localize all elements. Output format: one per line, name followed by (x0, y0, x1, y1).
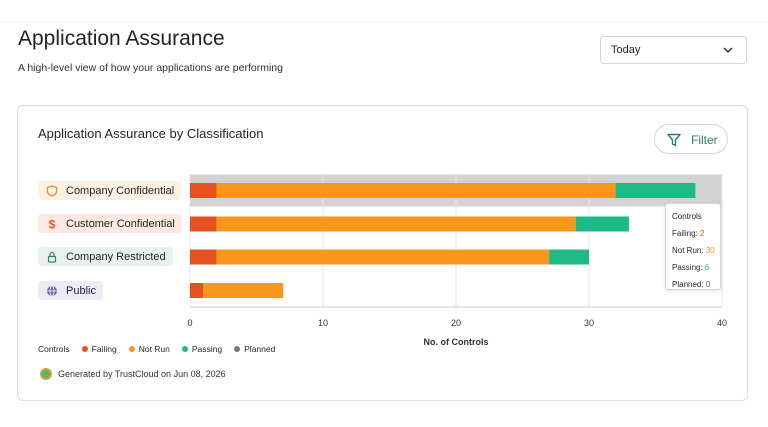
globe-icon (46, 285, 58, 297)
bar-not-run (216, 183, 616, 198)
trustcloud-logo-icon (40, 368, 52, 380)
tooltip-title: Controls (672, 212, 702, 221)
funnel-icon (667, 133, 681, 150)
bar-not-run (216, 249, 550, 265)
bar-passing (615, 183, 696, 198)
x-tick-label: 40 (717, 318, 727, 328)
date-range-value: Today (611, 44, 641, 56)
category-text: Company Restricted (66, 250, 166, 263)
legend-item-not-run[interactable]: Not Run (128, 344, 170, 354)
chart-legend: Controls Failing Not Run Passing Planned (38, 344, 275, 354)
generated-text: Generated by TrustCloud on Jun 08, 2026 (58, 369, 226, 379)
legend-dot (128, 346, 135, 352)
x-tick-label: 20 (451, 318, 461, 328)
category-label-company-restricted[interactable]: Company Restricted (38, 247, 173, 266)
legend-title: Controls (38, 344, 70, 354)
filter-button[interactable]: Filter (654, 124, 728, 154)
bar-not-run (216, 216, 576, 232)
bar-failing (190, 216, 217, 232)
category-text: Company Confidential (66, 184, 175, 197)
card-title: Application Assurance by Classification (38, 126, 264, 141)
bar-passing (575, 216, 629, 232)
category-label-public[interactable]: Public (38, 281, 103, 300)
category-label-company-confidential[interactable]: Company Confidential (38, 181, 182, 200)
chevron-down-icon (722, 43, 734, 62)
bar-failing (190, 183, 217, 198)
tooltip-row-failing: Failing: 2 (672, 229, 705, 238)
x-tick-label: 30 (584, 318, 594, 328)
x-tick-label: 0 (187, 318, 192, 328)
legend-dot (181, 346, 188, 352)
top-divider (0, 22, 768, 23)
legend-dot (81, 346, 88, 352)
filter-label: Filter (691, 133, 718, 147)
legend-item-planned[interactable]: Planned (234, 344, 275, 354)
bar-failing (190, 249, 217, 265)
tooltip-row-planned: Planned: 0 (672, 280, 711, 289)
date-range-select[interactable]: Today (600, 36, 747, 64)
category-text: Customer Confidential (66, 217, 175, 230)
bar-not-run (203, 283, 284, 298)
shield-icon (46, 184, 58, 197)
bar-passing (549, 249, 589, 265)
legend-item-passing[interactable]: Passing (181, 344, 222, 354)
legend-item-failing[interactable]: Failing (81, 344, 117, 354)
bar-failing (190, 283, 204, 298)
dollar-icon: $ (46, 218, 58, 230)
controls-tooltip: Controls Failing: 2 Not Run: 30 Passing:… (665, 203, 721, 290)
lock-icon (46, 251, 58, 263)
legend-dot (234, 346, 241, 352)
x-tick-label: 10 (318, 318, 328, 328)
generated-by-footer: Generated by TrustCloud on Jun 08, 2026 (40, 368, 226, 380)
page-subtitle: A high-level view of how your applicatio… (18, 62, 283, 74)
svg-text:$: $ (49, 218, 56, 230)
category-label-customer-confidential[interactable]: $ Customer Confidential (38, 214, 182, 233)
tooltip-row-passing: Passing: 6 (672, 263, 710, 272)
x-axis-title: No. of Controls (424, 337, 489, 347)
page-title: Application Assurance (18, 27, 225, 50)
tooltip-row-not-run: Not Run: 30 (672, 246, 715, 255)
category-text: Public (66, 284, 96, 297)
